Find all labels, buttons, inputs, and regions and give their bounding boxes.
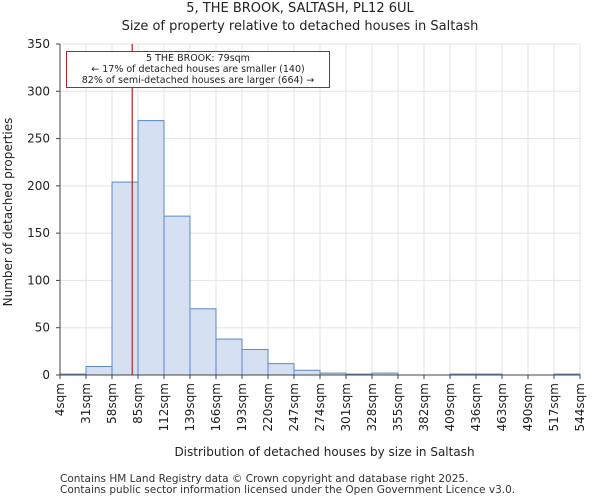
x-tick-label: 274sqm — [313, 383, 327, 431]
histogram-bar — [137, 120, 165, 376]
x-tick-label: 301sqm — [339, 383, 353, 431]
x-tick-label: 463sqm — [495, 383, 509, 431]
x-tick-label: 58sqm — [105, 383, 119, 424]
y-tick-label: 250 — [27, 132, 50, 146]
x-tick-label: 328sqm — [365, 383, 379, 431]
y-tick-label: 200 — [27, 179, 50, 193]
x-tick-label: 31sqm — [79, 383, 93, 424]
x-tick-label: 193sqm — [235, 383, 249, 431]
x-axis-label: Distribution of detached houses by size … — [174, 445, 475, 459]
x-tick-label: 85sqm — [131, 383, 145, 424]
histogram-bar — [163, 215, 191, 376]
histogram-bar — [267, 363, 295, 376]
histogram-bar — [293, 369, 321, 376]
x-tick-label: 112sqm — [157, 383, 171, 431]
x-tick-label: 4sqm — [53, 383, 67, 416]
histogram-bar — [241, 348, 269, 376]
marker-annotation: 5 THE BROOK: 79sqm ← 17% of detached hou… — [66, 51, 330, 88]
histogram-bar — [215, 338, 243, 376]
x-tick-label: 382sqm — [417, 383, 431, 431]
x-tick-label: 544sqm — [573, 383, 587, 431]
x-tick-label: 166sqm — [209, 383, 223, 431]
footer-line-2: Contains public sector information licen… — [60, 484, 516, 496]
y-tick-label: 300 — [27, 84, 50, 98]
x-tick-label: 409sqm — [443, 383, 457, 431]
histogram-bar — [189, 308, 217, 376]
annotation-line-1: 5 THE BROOK: 79sqm — [146, 53, 250, 64]
y-axis-label: Number of detached properties — [1, 117, 15, 307]
x-tick-label: 247sqm — [287, 383, 301, 431]
y-tick-label: 50 — [35, 321, 50, 335]
histogram-bar — [85, 365, 113, 376]
x-tick-label: 139sqm — [183, 383, 197, 431]
histogram-bar — [111, 181, 139, 376]
annotation-line-2: ← 17% of detached houses are smaller (14… — [91, 64, 305, 75]
y-tick-label: 0 — [42, 368, 50, 382]
x-tick-label: 490sqm — [521, 383, 535, 431]
chart-subtitle: Size of property relative to detached ho… — [121, 19, 479, 34]
chart-title: 5, THE BROOK, SALTASH, PL12 6UL — [186, 1, 414, 16]
x-tick-label: 355sqm — [391, 383, 405, 431]
y-tick-label: 150 — [27, 226, 50, 240]
y-tick-label: 350 — [27, 37, 50, 51]
y-tick-label: 100 — [27, 273, 50, 287]
x-tick-label: 436sqm — [469, 383, 483, 431]
footer-line-1: Contains HM Land Registry data © Crown c… — [60, 473, 469, 485]
x-tick-label: 220sqm — [261, 383, 275, 431]
x-tick-label: 517sqm — [547, 383, 561, 431]
annotation-line-3: 82% of semi-detached houses are larger (… — [81, 75, 315, 86]
